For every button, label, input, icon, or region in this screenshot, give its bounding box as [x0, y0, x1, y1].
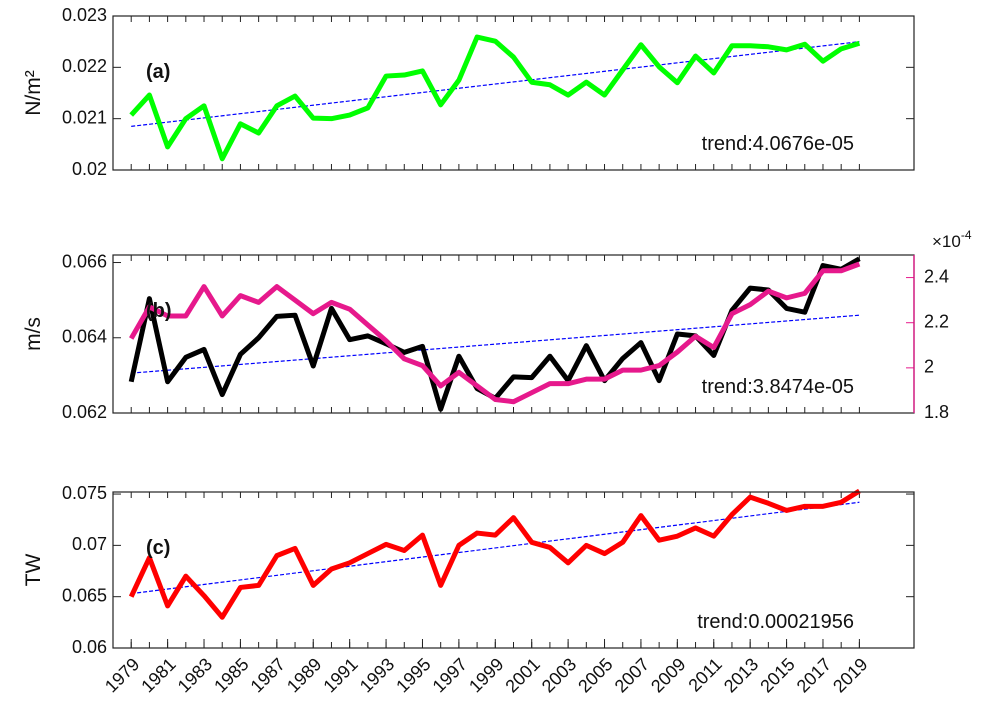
x-tick-label: 1997 — [429, 654, 471, 696]
x-tick-label: 2013 — [720, 654, 762, 696]
y-tick-label: 0.064 — [62, 327, 107, 347]
y2-multiplier-exponent: -4 — [961, 228, 972, 242]
trend-line — [131, 41, 860, 127]
x-tick-label: 2017 — [793, 654, 835, 696]
data-line — [129, 34, 861, 162]
trend-line — [131, 501, 860, 595]
x-tick-label: 2019 — [829, 654, 871, 696]
x-tick-label: 2003 — [538, 654, 580, 696]
x-tick-label: 1981 — [137, 654, 179, 696]
x-tick-label: 2011 — [684, 654, 726, 696]
y-tick-label: 0.07 — [72, 534, 107, 554]
x-tick-label: 2005 — [574, 654, 616, 696]
trend-annotation: trend:3.8474e-05 — [702, 376, 854, 398]
y-tick-label: 0.023 — [62, 5, 107, 25]
x-tick-label: 2015 — [756, 654, 798, 696]
y2-tick-label: 1.8 — [924, 402, 949, 422]
y2-multiplier: ×10-4 — [932, 228, 972, 251]
panel-label: (b) — [146, 300, 172, 322]
x-tick-label: 1987 — [247, 654, 289, 696]
y-axis-label: TW — [22, 554, 45, 587]
y2-tick-label: 2.2 — [924, 311, 949, 331]
trend-line — [131, 314, 860, 374]
x-tick-label: 2007 — [611, 654, 653, 696]
y-tick-label: 0.022 — [62, 56, 107, 76]
x-tick-label: 1989 — [283, 654, 325, 696]
x-tick-label: 1995 — [392, 654, 434, 696]
y-tick-label: 0.066 — [62, 251, 107, 271]
panel-label: (a) — [146, 61, 170, 83]
trend-annotation: trend:0.00021956 — [697, 611, 854, 633]
y-tick-label: 0.02 — [72, 159, 107, 179]
x-tick-label: 1985 — [210, 654, 252, 696]
x-tick-label: 1993 — [356, 654, 398, 696]
x-tick-label: 1999 — [465, 654, 507, 696]
data-line — [128, 488, 861, 620]
panel-label: (c) — [146, 537, 170, 559]
x-tick-label: 1979 — [101, 654, 143, 696]
axes-box — [112, 15, 915, 171]
axes-box — [112, 491, 915, 649]
x-tick-label: 1991 — [319, 654, 361, 696]
y-tick-label: 0.075 — [62, 483, 107, 503]
trend-annotation: trend:4.0676e-05 — [702, 133, 854, 155]
y-axis-label: N/m² — [22, 70, 45, 116]
data-line — [129, 261, 861, 405]
y2-tick-label: 2 — [924, 357, 934, 377]
y-tick-label: 0.062 — [62, 402, 107, 422]
x-tick-label: 2001 — [501, 654, 543, 696]
y-axis-label: m/s — [22, 317, 45, 351]
y2-tick-label: 2.4 — [924, 266, 949, 286]
x-tick-label: 1983 — [174, 654, 216, 696]
y-tick-label: 0.06 — [72, 637, 107, 657]
y2-multiplier-base: ×10 — [932, 232, 961, 251]
y-tick-label: 0.021 — [62, 107, 107, 127]
y-tick-label: 0.065 — [62, 585, 107, 605]
x-tick-label: 2009 — [647, 654, 689, 696]
